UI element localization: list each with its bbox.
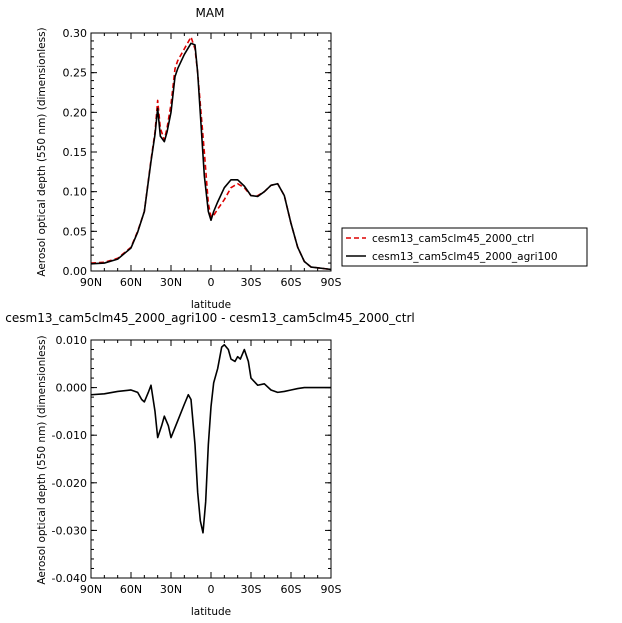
top-x-tick-label: 60N — [120, 276, 142, 289]
top-y-tick-label: 0.00 — [63, 265, 88, 278]
top-y-tick-label: 0.15 — [63, 146, 88, 159]
bottom-plot-frame — [90, 339, 332, 579]
bottom-x-tick-label: 0 — [208, 583, 215, 596]
top-x-tick-label: 30N — [160, 276, 182, 289]
bottom-x-tick-label: 60N — [120, 583, 142, 596]
legend: cesm13_cam5clm45_2000_ctrl cesm13_cam5cl… — [341, 227, 588, 267]
bottom-panel-title: cesm13_cam5clm45_2000_agri100 - cesm13_c… — [5, 311, 414, 325]
top-x-tick-label: 30S — [241, 276, 262, 289]
top-y-tick-label: 0.30 — [63, 27, 88, 40]
top-y-tick-label: 0.10 — [63, 186, 88, 199]
top-y-axis-label: Aerosol optical depth (550 nm) (dimensio… — [36, 27, 48, 276]
bottom-x-axis-label: latitude — [191, 606, 231, 618]
top-plot-frame — [90, 32, 332, 272]
bottom-y-tick-label: -0.040 — [52, 572, 87, 585]
bottom-x-tick-label: 90S — [321, 583, 342, 596]
bottom-y-tick-label: -0.010 — [52, 429, 87, 442]
top-x-tick-label: 90S — [321, 276, 342, 289]
bottom-y-tick-label: -0.030 — [52, 524, 87, 537]
bottom-y-tick-label: -0.020 — [52, 477, 87, 490]
bottom-x-tick-label: 90N — [80, 583, 102, 596]
top-y-tick-label: 0.20 — [63, 106, 88, 119]
top-x-tick-label: 90N — [80, 276, 102, 289]
bottom-y-tick-label: 0.010 — [56, 334, 88, 347]
top-series-line-1 — [90, 42, 332, 271]
bottom-series-line-0 — [90, 343, 331, 534]
legend-ctrl-label: cesm13_cam5clm45_2000_ctrl — [372, 233, 534, 245]
top-x-axis-label: latitude — [191, 299, 231, 311]
top-series-line-0 — [90, 36, 332, 271]
top-y-tick-label: 0.25 — [63, 67, 88, 80]
top-x-tick-label: 60S — [281, 276, 302, 289]
top-panel: MAM 90N 60N 30N 0 30S 60S 90S 0.00 0.05 0.10 0.15 0… — [36, 6, 342, 311]
bottom-panel: cesm13_cam5clm45_2000_agri100 - cesm13_c… — [5, 311, 414, 618]
legend-agri100-label: cesm13_cam5clm45_2000_agri100 — [372, 251, 558, 263]
bottom-x-tick-label: 30N — [160, 583, 182, 596]
legend-box — [341, 227, 588, 267]
bottom-x-tick-label: 30S — [241, 583, 262, 596]
top-y-tick-label: 0.05 — [63, 225, 88, 238]
bottom-x-tick-label: 60S — [281, 583, 302, 596]
top-panel-title: MAM — [196, 6, 225, 20]
bottom-y-tick-label: 0.000 — [56, 382, 88, 395]
top-x-tick-label: 0 — [208, 276, 215, 289]
bottom-y-axis-label: Aerosol optical depth (550 nm) (dimensio… — [36, 335, 48, 584]
